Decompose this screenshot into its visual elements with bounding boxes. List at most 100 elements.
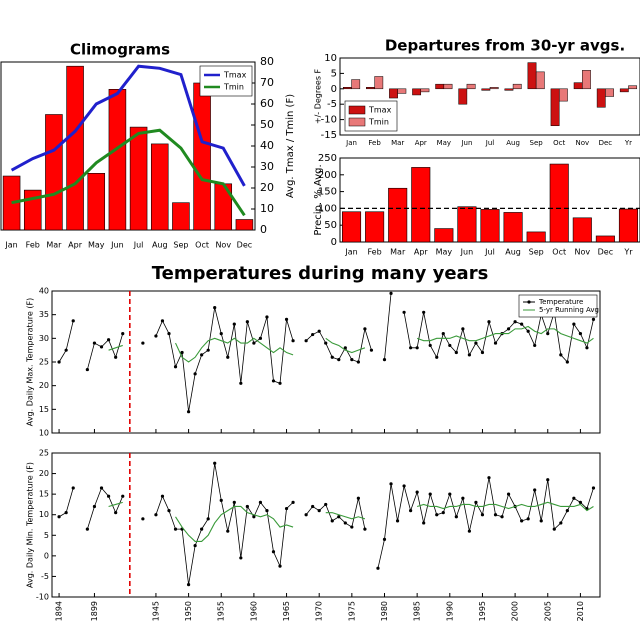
y2-tick-label: 0 — [260, 223, 267, 236]
point — [324, 341, 328, 345]
point — [493, 341, 498, 345]
point — [258, 500, 263, 504]
y-tick-label: 250 — [318, 153, 337, 164]
point — [226, 355, 230, 359]
point — [141, 517, 145, 521]
bar — [172, 202, 190, 231]
bar — [150, 143, 169, 231]
bar — [504, 88, 514, 91]
bar — [573, 82, 583, 90]
y2-tick-label: 70 — [260, 76, 274, 89]
point — [520, 519, 524, 523]
legend-swatch — [348, 117, 366, 127]
point — [99, 345, 104, 349]
point — [317, 329, 321, 333]
x-tick-label: 1950 — [184, 601, 193, 621]
point — [232, 322, 236, 326]
point — [106, 494, 111, 498]
x-tick-label: Nov — [574, 248, 590, 257]
point — [200, 527, 204, 531]
y2-axis-label: Avg. Tmax / Tmin (F) — [285, 94, 296, 198]
y-tick-label: 10 — [324, 53, 337, 64]
bar — [66, 65, 84, 231]
point — [369, 348, 374, 352]
point — [186, 410, 191, 414]
x-tick-label: Jul — [485, 139, 495, 147]
point — [565, 509, 569, 513]
x-tick-label: Oct — [553, 139, 565, 147]
point — [226, 529, 230, 533]
y-tick-label: 0 — [44, 551, 49, 560]
x-tick-label: Oct — [195, 241, 209, 250]
x-tick-label: Sep — [173, 241, 188, 250]
bar — [388, 187, 408, 243]
x-tick-label: 1980 — [380, 601, 389, 621]
point — [493, 513, 498, 517]
point — [559, 353, 563, 357]
point — [343, 521, 347, 525]
line-series — [10, 64, 246, 187]
x-tick-label: 1899 — [90, 601, 99, 621]
bar — [549, 163, 569, 243]
point — [252, 341, 256, 345]
point — [526, 517, 530, 521]
point — [206, 517, 210, 521]
bar — [618, 208, 638, 243]
y-tick-label: -5 — [41, 572, 49, 581]
point — [114, 355, 118, 359]
x-tick-label: Yr — [623, 248, 633, 257]
x-tick-label: 1960 — [249, 601, 258, 621]
point — [487, 320, 491, 324]
point — [271, 550, 276, 554]
legend-label: Tmax — [223, 71, 247, 80]
bar — [374, 76, 384, 90]
x-tick-label: Dec — [237, 241, 252, 250]
y-tick-label: 15 — [39, 490, 49, 499]
point — [121, 332, 125, 336]
point — [546, 332, 550, 336]
point — [330, 519, 334, 523]
x-tick-label: Jun — [110, 241, 124, 250]
bar — [411, 167, 431, 243]
point — [474, 500, 478, 504]
point — [186, 583, 191, 587]
x-tick-label: Nov — [575, 139, 589, 147]
point — [441, 511, 445, 515]
point — [506, 492, 511, 496]
point — [591, 486, 596, 490]
point — [402, 484, 406, 488]
y-tick-label: 150 — [318, 187, 337, 198]
bar — [443, 83, 453, 90]
y-axis-label: Precip. % Avg. — [313, 164, 324, 235]
point — [533, 343, 537, 348]
legend-label: 5-yr Running Avg — [539, 306, 599, 314]
point — [474, 341, 478, 345]
point — [57, 360, 61, 364]
bar — [412, 88, 422, 96]
bar — [108, 89, 127, 231]
plot-frame — [51, 290, 601, 434]
x-tick-label: Apr — [414, 248, 429, 257]
point — [57, 515, 61, 519]
point — [487, 476, 491, 480]
point — [454, 515, 458, 519]
y-tick-label: 35 — [39, 310, 49, 319]
point — [160, 494, 165, 498]
legend-label: Tmin — [368, 118, 389, 127]
point — [167, 332, 171, 336]
bar — [2, 175, 21, 231]
y2-tick-label: 80 — [260, 55, 274, 68]
point — [284, 506, 289, 511]
point — [173, 527, 178, 531]
point — [572, 496, 576, 500]
y-tick-label: 25 — [39, 358, 49, 367]
x-tick-label: Feb — [368, 139, 381, 147]
bar — [558, 88, 568, 102]
point — [304, 513, 308, 517]
point — [239, 381, 243, 385]
point — [578, 332, 583, 336]
point — [546, 478, 550, 482]
point — [64, 511, 68, 515]
point — [409, 346, 413, 350]
point — [213, 461, 217, 465]
